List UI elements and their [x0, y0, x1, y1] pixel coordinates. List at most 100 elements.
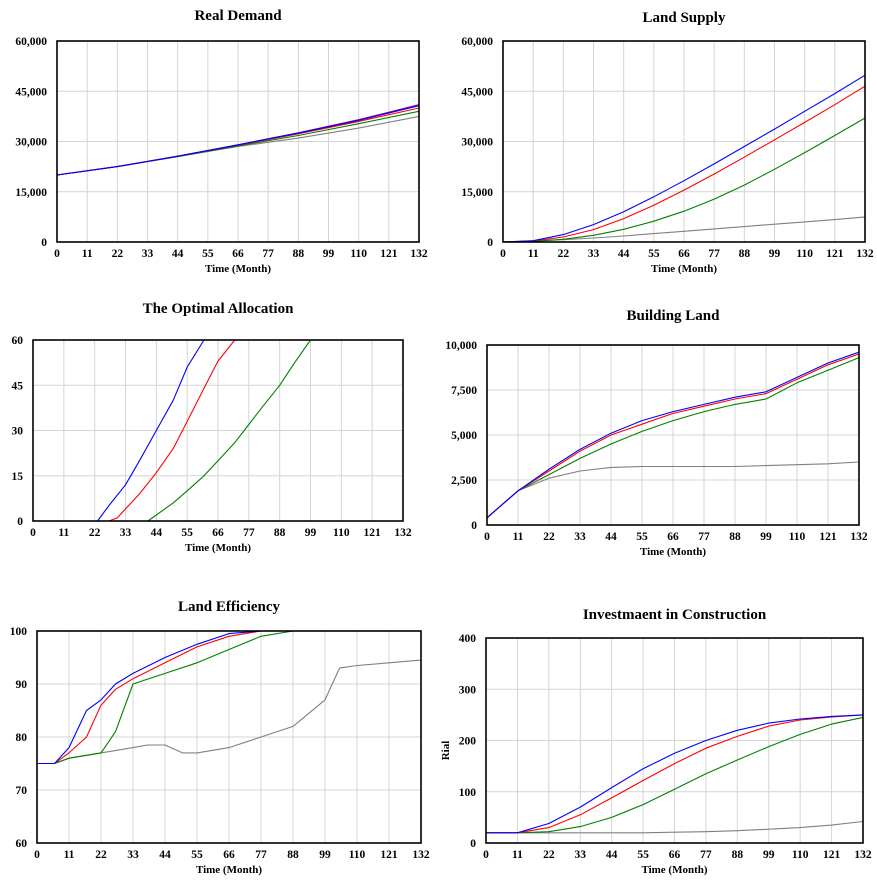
x-tick-label: 44 [159, 849, 171, 861]
grid [36, 630, 422, 844]
x-tick-label: 77 [262, 248, 274, 260]
x-tick-label: 0 [54, 248, 60, 260]
x-tick-label: 33 [575, 849, 587, 861]
plot-frame [486, 344, 860, 526]
y-tick-label: 2,500 [451, 475, 477, 487]
x-tick-label: 33 [127, 849, 139, 861]
x-tick-label: 11 [513, 531, 524, 543]
y-tick-label: 100 [10, 626, 28, 638]
y-axis-label: Rial [440, 741, 452, 761]
y-tick-label: 15 [12, 471, 24, 483]
series-line [502, 117, 866, 243]
x-tick-label: 110 [349, 849, 366, 861]
y-tick-label: 5,000 [451, 430, 477, 442]
x-tick-label: 55 [181, 527, 193, 539]
x-tick-label: 88 [739, 248, 751, 260]
y-tick-label: 45 [12, 380, 24, 392]
x-tick-label: 44 [606, 849, 618, 861]
x-tick-label: 77 [255, 849, 267, 861]
series-line [486, 353, 860, 519]
x-tick-label: 11 [528, 248, 539, 260]
x-tick-label: 88 [293, 248, 305, 260]
chart-title: Land Efficiency [178, 599, 281, 615]
y-tick-label: 100 [459, 787, 477, 799]
x-tick-label: 99 [323, 248, 335, 260]
x-tick-label: 44 [172, 248, 184, 260]
chart-optimal-allocation: The Optimal Allocation 0 11 22 33 44 55 66 77 88 9… [12, 301, 412, 554]
x-tick-label: 121 [380, 248, 398, 260]
chart-title: The Optimal Allocation [143, 301, 295, 317]
series-line [33, 339, 403, 522]
y-tick-label: 400 [459, 633, 477, 645]
x-tick-label: 33 [574, 531, 586, 543]
x-tick-label: 110 [796, 248, 813, 260]
y-tick-label: 80 [16, 732, 28, 744]
y-tick-label: 30,000 [461, 137, 493, 149]
chart-investment-construction: Investmaent in Construction 0 11 22 33 44 55 66… [440, 607, 872, 876]
x-tick-label: 132 [850, 531, 868, 543]
chart-real-demand: Real Demand 0 11 22 33 44 55 66 77 88 99 110 121 132 0… [15, 8, 428, 275]
series-line [486, 714, 864, 834]
y-tick-label: 30 [12, 426, 24, 438]
x-tick-label: 44 [618, 248, 630, 260]
x-tick-label: 110 [333, 527, 350, 539]
x-tick-label: 88 [732, 849, 744, 861]
series-line [33, 339, 403, 522]
plot-frame [56, 40, 420, 243]
y-tick-label: 0 [487, 237, 493, 249]
x-tick-label: 110 [350, 248, 367, 260]
y-tick-label: 45,000 [461, 86, 493, 98]
x-tick-label: 66 [669, 849, 681, 861]
series-line [486, 357, 860, 519]
series-line [502, 74, 866, 243]
x-tick-label: 55 [637, 849, 649, 861]
x-tick-label: 55 [648, 248, 660, 260]
y-tick-label: 200 [459, 736, 477, 748]
x-tick-label: 66 [212, 527, 224, 539]
chart-title: Investmaent in Construction [583, 607, 767, 623]
x-tick-label: 66 [667, 531, 679, 543]
x-tick-label: 77 [698, 531, 710, 543]
x-tick-label: 55 [191, 849, 203, 861]
y-tick-label: 15,000 [461, 187, 493, 199]
y-tick-label: 70 [16, 785, 28, 797]
series-line [502, 85, 866, 243]
chart-building-land: Building Land 0 11 22 33 44 55 66 77 88 99 110 121 13… [445, 308, 868, 558]
x-tick-label: 55 [636, 531, 648, 543]
x-tick-label: 11 [82, 248, 93, 260]
plot-frame [502, 40, 866, 243]
plot-frame [32, 339, 404, 522]
x-tick-label: 22 [543, 531, 555, 543]
series-line [486, 714, 864, 834]
x-tick-label: 11 [64, 849, 75, 861]
x-tick-label: 132 [854, 849, 872, 861]
x-tick-label: 110 [792, 849, 809, 861]
series-line [37, 630, 421, 765]
x-tick-label: 0 [30, 527, 36, 539]
y-tick-label: 45,000 [15, 86, 47, 98]
x-tick-label: 0 [34, 849, 40, 861]
y-tick-label: 60 [16, 838, 28, 850]
x-tick-label: 66 [678, 248, 690, 260]
x-tick-label: 0 [483, 849, 489, 861]
y-tick-label: 15,000 [15, 187, 47, 199]
x-tick-label: 121 [380, 849, 398, 861]
y-tick-label: 60,000 [15, 36, 47, 48]
x-tick-label: 55 [202, 248, 214, 260]
chart-title: Land Supply [643, 10, 726, 26]
x-tick-label: 88 [729, 531, 741, 543]
x-tick-label: 11 [512, 849, 523, 861]
x-tick-label: 33 [588, 248, 600, 260]
x-tick-label: 11 [58, 527, 69, 539]
y-tick-label: 60 [12, 335, 24, 347]
x-tick-label: 132 [412, 849, 430, 861]
x-tick-label: 99 [763, 849, 775, 861]
x-axis-label: Time (Month) [196, 864, 262, 876]
plot-frame [485, 637, 864, 844]
x-tick-label: 0 [500, 248, 506, 260]
chart-title: Real Demand [194, 8, 282, 24]
x-tick-label: 99 [769, 248, 781, 260]
x-axis-label: Time (Month) [185, 542, 251, 554]
x-tick-label: 132 [394, 527, 412, 539]
